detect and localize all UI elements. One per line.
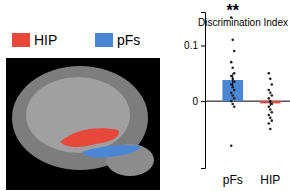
plot-area [222, 16, 280, 147]
brain-inner [26, 77, 130, 153]
data-point [270, 94, 273, 97]
data-point [270, 103, 273, 106]
data-point [269, 128, 272, 131]
data-point [270, 111, 273, 114]
tick-label: 0.1 [184, 40, 198, 51]
legend-label: pFs [117, 32, 140, 48]
data-point [267, 122, 270, 125]
data-point [267, 114, 270, 117]
data-point [233, 89, 236, 92]
data-point [269, 91, 272, 94]
data-point [269, 78, 272, 81]
category-label: HIP [260, 173, 280, 187]
brain-image [6, 58, 160, 190]
data-point [267, 89, 270, 92]
data-point [269, 108, 272, 111]
data-point [267, 72, 270, 75]
data-point [233, 80, 236, 83]
error-bar [270, 101, 271, 107]
region-0 [60, 128, 119, 147]
data-point [230, 61, 233, 64]
figure: HIPpFs00.1pFsHIPDiscrimination Index** [0, 0, 290, 191]
data-point [270, 83, 273, 86]
y-axis: 00.1 [184, 13, 205, 169]
tick: 0.1 [184, 40, 205, 51]
tick: 0 [192, 96, 205, 107]
legend-label: HIP [34, 32, 57, 48]
tick-label: 0 [192, 96, 198, 107]
category-label: pFs [223, 173, 243, 187]
data-point [230, 75, 233, 78]
tick-mark [201, 101, 205, 102]
region-1 [82, 145, 140, 157]
data-point [231, 94, 234, 97]
image-background [6, 58, 160, 190]
data-point [231, 39, 234, 42]
data-point [233, 105, 236, 108]
legend-swatch [12, 33, 30, 47]
data-point [230, 83, 233, 86]
y-axis-label: Discrimination Index [198, 17, 288, 28]
annotation: ** [226, 2, 239, 19]
error-bar [232, 73, 233, 86]
data-point [230, 144, 233, 147]
tick-mark [201, 45, 205, 46]
legend-swatch [95, 33, 113, 47]
data-point [267, 105, 270, 108]
data-point [233, 97, 236, 100]
data-point [233, 72, 236, 75]
data-point [230, 100, 233, 103]
axis-line [201, 13, 206, 169]
data-point [269, 117, 272, 120]
data-point [270, 119, 273, 122]
data-point [230, 91, 233, 94]
data-point [231, 66, 234, 69]
data-point [231, 103, 234, 106]
data-point [267, 97, 270, 100]
data-point [233, 50, 236, 53]
